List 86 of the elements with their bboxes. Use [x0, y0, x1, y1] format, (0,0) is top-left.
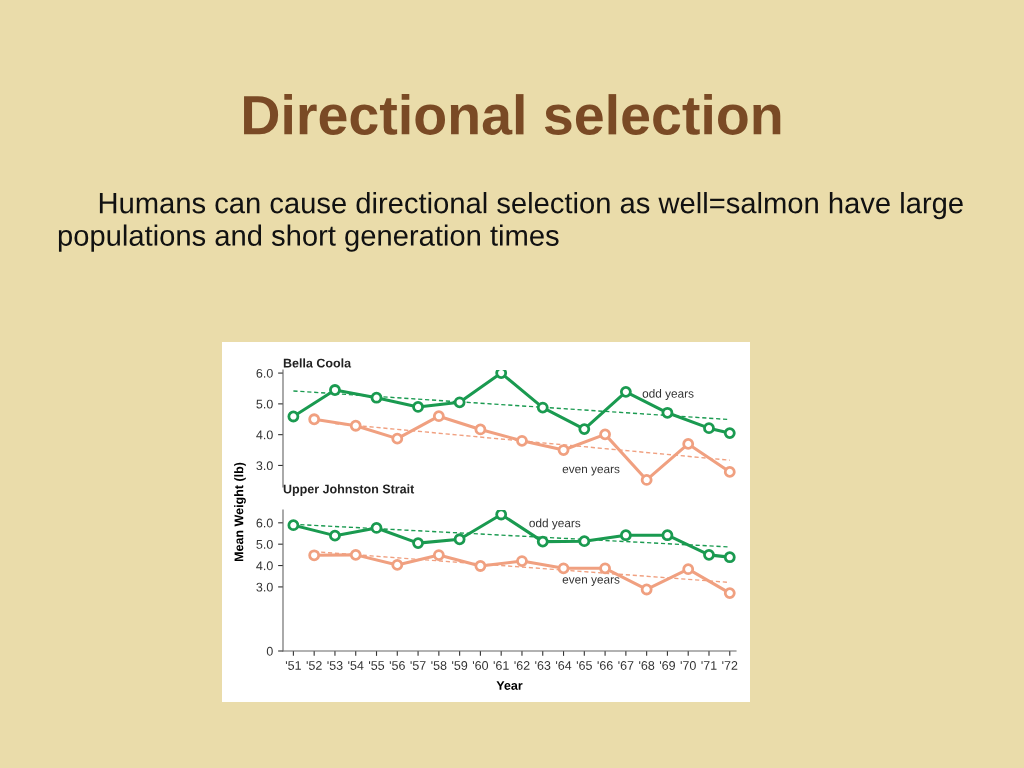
point [432, 410, 445, 423]
y-tick-label: 4.0 [256, 561, 273, 571]
point [308, 413, 321, 426]
point [412, 537, 424, 550]
x-tick-label: '64 [556, 661, 572, 670]
annotation: odd years [529, 518, 581, 530]
point [599, 428, 611, 441]
y-tick-label: 3.0 [256, 461, 273, 471]
x-tick-label: '72 [722, 661, 738, 670]
y-tick-label: 3.0 [256, 582, 273, 592]
x-tick-label: '65 [576, 661, 592, 670]
y-axis-title: Mean Weight (lb) [234, 462, 246, 562]
point [287, 410, 300, 423]
point [370, 391, 383, 404]
text: Directional selection [244, 94, 781, 135]
point [723, 427, 736, 440]
point [723, 466, 736, 478]
point [474, 560, 487, 572]
point [703, 422, 715, 435]
x-tick-label: '69 [659, 661, 675, 670]
point [453, 533, 466, 546]
x-tick-label: '61 [493, 661, 509, 670]
x-tick-label: '70 [680, 661, 696, 670]
annotation: even years [562, 466, 620, 476]
x-tick-label: '60 [472, 661, 489, 670]
point [329, 384, 341, 396]
point [536, 535, 549, 548]
point [557, 562, 570, 575]
annotation: even years [562, 577, 620, 586]
point [578, 423, 591, 436]
text: Humans can cause directional selection as well=salmon have large populations and short generation times [58, 192, 963, 252]
point [474, 423, 487, 436]
y-tick-label: 4.0 [256, 430, 273, 440]
point [723, 587, 736, 600]
point [329, 529, 341, 542]
x-tick-label: '58 [431, 661, 447, 670]
point [682, 563, 695, 576]
y-tick-label: 6.0 [256, 518, 273, 528]
point [370, 522, 383, 534]
point [661, 406, 674, 419]
point [287, 519, 300, 532]
point [578, 535, 591, 548]
point [516, 434, 528, 447]
point [349, 548, 362, 561]
point [619, 529, 632, 542]
point [661, 529, 674, 542]
x-tick-label: '68 [639, 661, 655, 670]
x-tick-label: '71 [701, 661, 717, 670]
x-tick-label: '54 [348, 661, 364, 670]
y-tick-label: 0 [266, 646, 273, 656]
x-tick-label: '66 [597, 661, 613, 670]
x-tick-label: '52 [306, 661, 322, 670]
x-tick-label: '63 [535, 661, 551, 670]
x-tick-label: '57 [410, 661, 426, 670]
point [723, 551, 736, 564]
point [453, 396, 466, 409]
x-tick-label: '55 [369, 661, 385, 670]
x-tick-label: '59 [452, 661, 468, 670]
point [432, 549, 445, 561]
point [412, 401, 424, 413]
y-tick-label: 5.0 [256, 539, 273, 549]
point [557, 444, 570, 456]
point [619, 385, 632, 398]
point [599, 562, 611, 575]
point [516, 555, 528, 567]
point [308, 549, 321, 562]
point [703, 548, 715, 561]
point [640, 583, 653, 596]
x-tick-label: '53 [327, 661, 343, 670]
chart-title: Upper Johnston Strait [283, 484, 415, 496]
point [391, 432, 404, 445]
y-tick-label: 6.0 [256, 368, 273, 378]
y-tick-label: 5.0 [256, 399, 273, 409]
chart-title: Bella Coola [283, 358, 352, 368]
x-tick-label: '67 [618, 661, 634, 670]
point [495, 510, 508, 521]
point [536, 401, 549, 414]
point [682, 437, 695, 450]
x-tick-label: '51 [285, 661, 301, 670]
point [640, 474, 653, 486]
x-tick-label: '62 [514, 661, 530, 670]
point [349, 419, 362, 432]
point [391, 559, 404, 571]
x-tick-label: '56 [389, 661, 405, 670]
annotation: odd years [642, 389, 694, 401]
x-axis-title: Year [496, 681, 523, 690]
